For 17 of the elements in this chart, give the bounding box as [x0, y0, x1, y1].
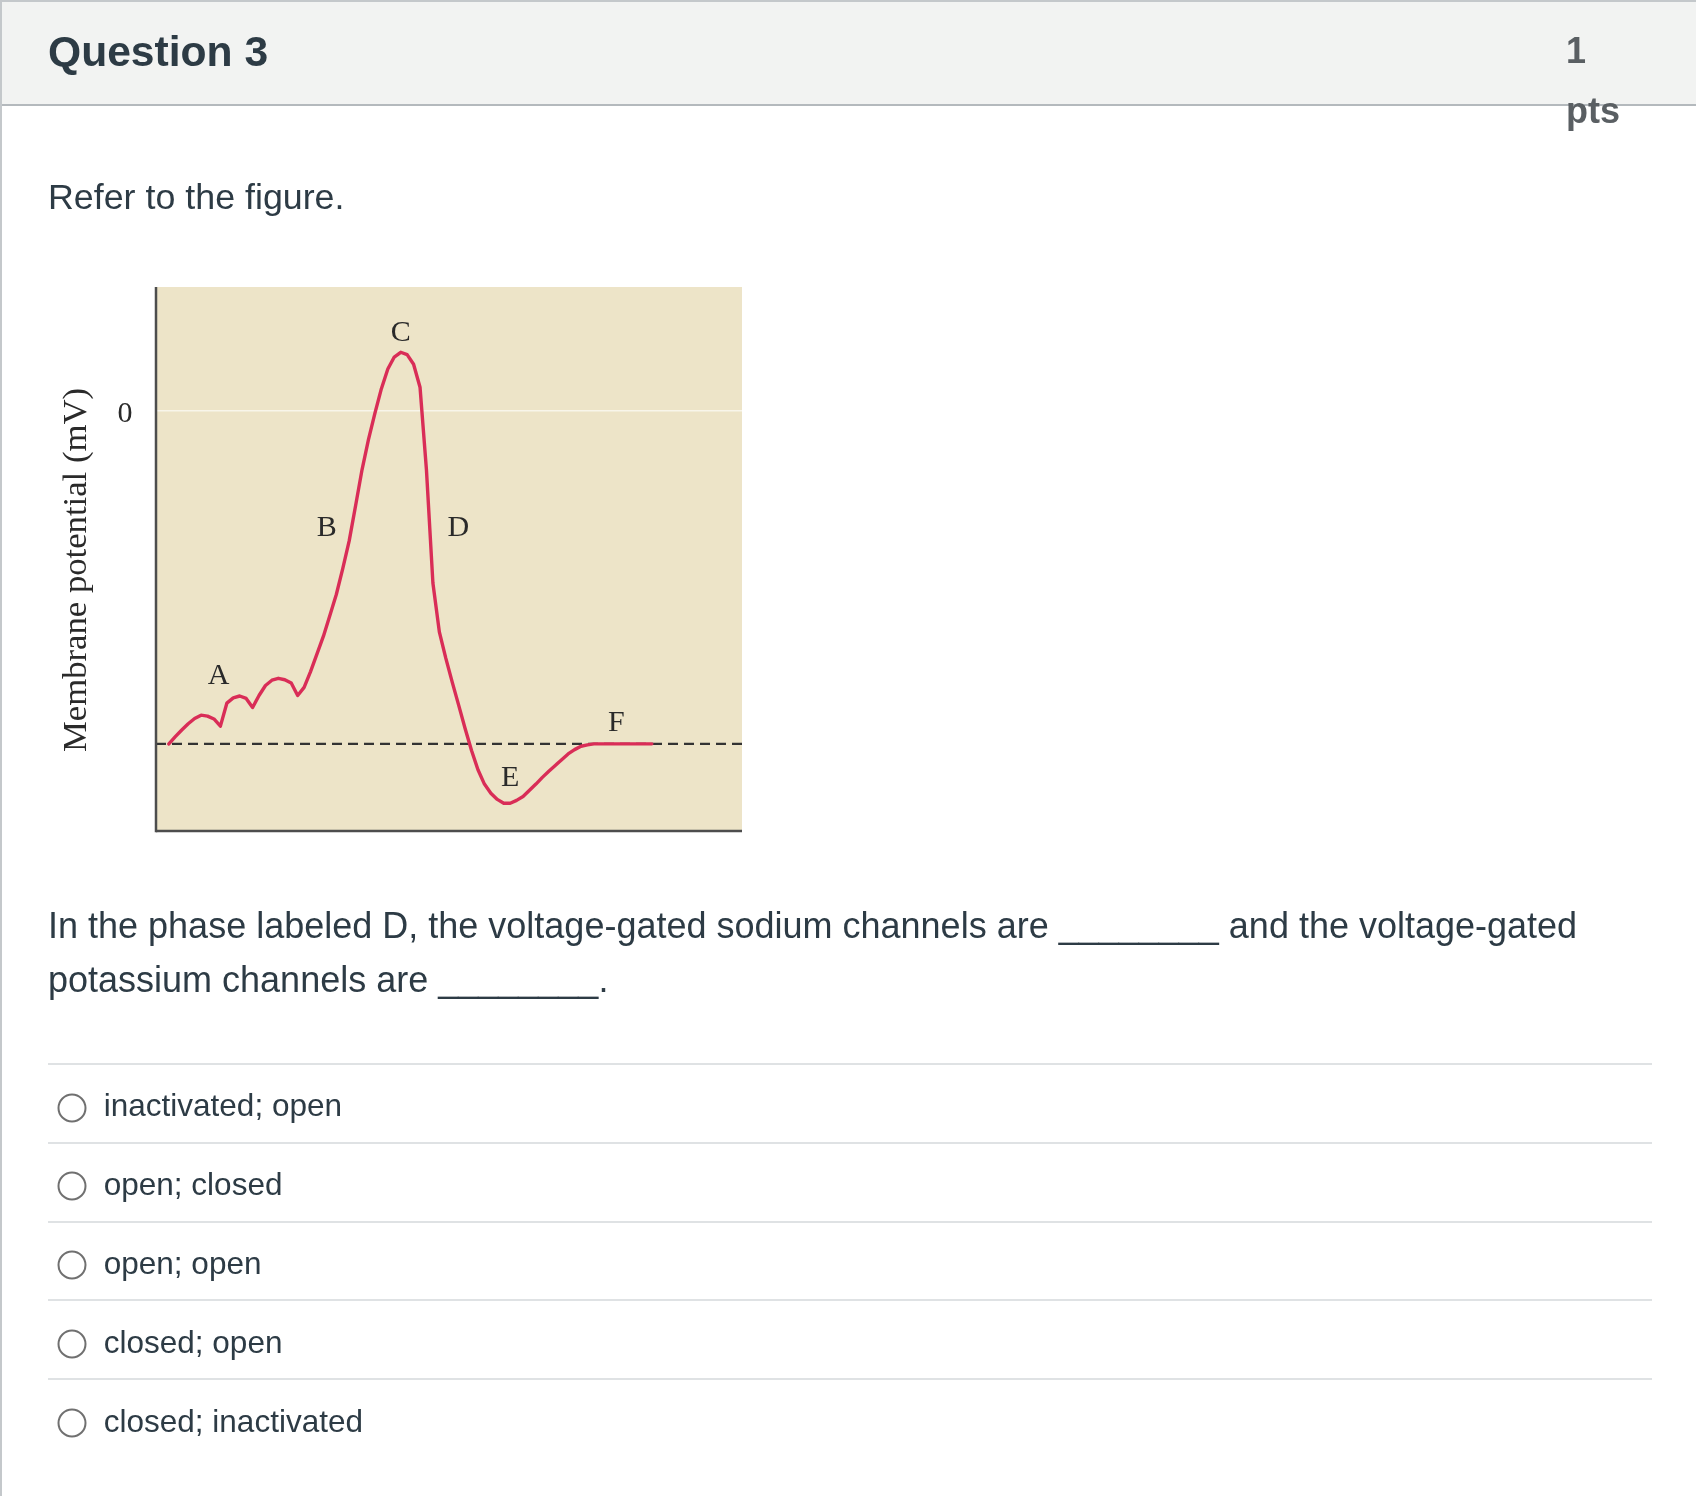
annotation: B: [316, 508, 337, 542]
text: 1 pts: [1566, 29, 1620, 132]
annotation: F: [608, 703, 625, 737]
chart-title: Question 3: [48, 27, 269, 75]
annotation: D: [447, 508, 470, 542]
text: open; closed: [103, 1166, 283, 1203]
text: closed; open: [103, 1323, 283, 1360]
annotation: C: [390, 313, 411, 347]
text: In the phase labeled D, the voltage-gated sodium channels are ________ and the voltage-gated potassium channels are ________.: [48, 905, 1578, 1000]
text: open; open: [103, 1244, 262, 1281]
text: closed; inactivated: [103, 1402, 363, 1439]
annotation: E: [501, 758, 520, 792]
text: 0: [117, 394, 133, 428]
y-axis-title: Membrane potential (mV): [54, 387, 94, 753]
text: Refer to the figure.: [48, 177, 345, 217]
annotation: A: [207, 656, 230, 690]
text: inactivated; open: [103, 1087, 342, 1124]
